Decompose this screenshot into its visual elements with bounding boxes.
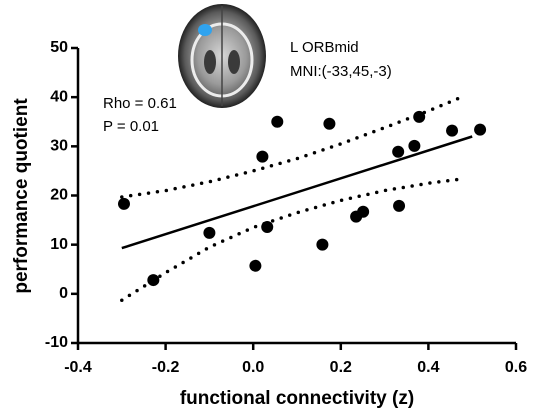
- data-point: [117, 197, 130, 210]
- data-point: [357, 205, 370, 218]
- annotation: Rho = 0.61: [103, 95, 177, 112]
- x-tick-label: -0.2: [152, 359, 180, 376]
- confidence-band: [120, 177, 461, 302]
- data-point: [147, 274, 160, 287]
- y-tick-label: 30: [50, 138, 68, 155]
- data-point: [474, 123, 487, 136]
- y-tick-label: 10: [50, 236, 68, 253]
- annotation: L ORBmid: [290, 39, 359, 56]
- data-point: [408, 139, 421, 152]
- data-point: [203, 226, 216, 239]
- data-point: [261, 220, 274, 233]
- data-point: [271, 115, 284, 128]
- annotation: P = 0.01: [103, 118, 159, 135]
- data-point: [249, 259, 262, 272]
- y-axis-label: performance quotient: [11, 98, 32, 294]
- data-point: [393, 199, 406, 212]
- x-tick-label: -0.4: [64, 359, 92, 376]
- x-tick-label: 0.2: [330, 359, 352, 376]
- data-point: [256, 150, 269, 163]
- confidence-band: [120, 96, 461, 199]
- regression-line: [121, 135, 473, 250]
- annotation: MNI:(-33,45,-3): [290, 63, 392, 80]
- x-tick-label: 0.6: [505, 359, 527, 376]
- data-point: [392, 145, 405, 158]
- data-point: [323, 117, 336, 130]
- x-tick-label: 0.4: [417, 359, 439, 376]
- data-point: [413, 110, 426, 123]
- brain-image: [172, 0, 272, 112]
- x-axis-label: functional connectivity (z): [180, 388, 414, 409]
- y-tick-label: 50: [50, 39, 68, 56]
- y-tick-label: 40: [50, 88, 68, 105]
- y-tick-label: -10: [45, 334, 68, 351]
- x-tick-label: 0.0: [242, 359, 264, 376]
- data-point: [316, 238, 329, 251]
- y-tick-label: 0: [59, 285, 68, 302]
- y-tick-label: 20: [50, 187, 68, 204]
- data-point: [446, 124, 459, 137]
